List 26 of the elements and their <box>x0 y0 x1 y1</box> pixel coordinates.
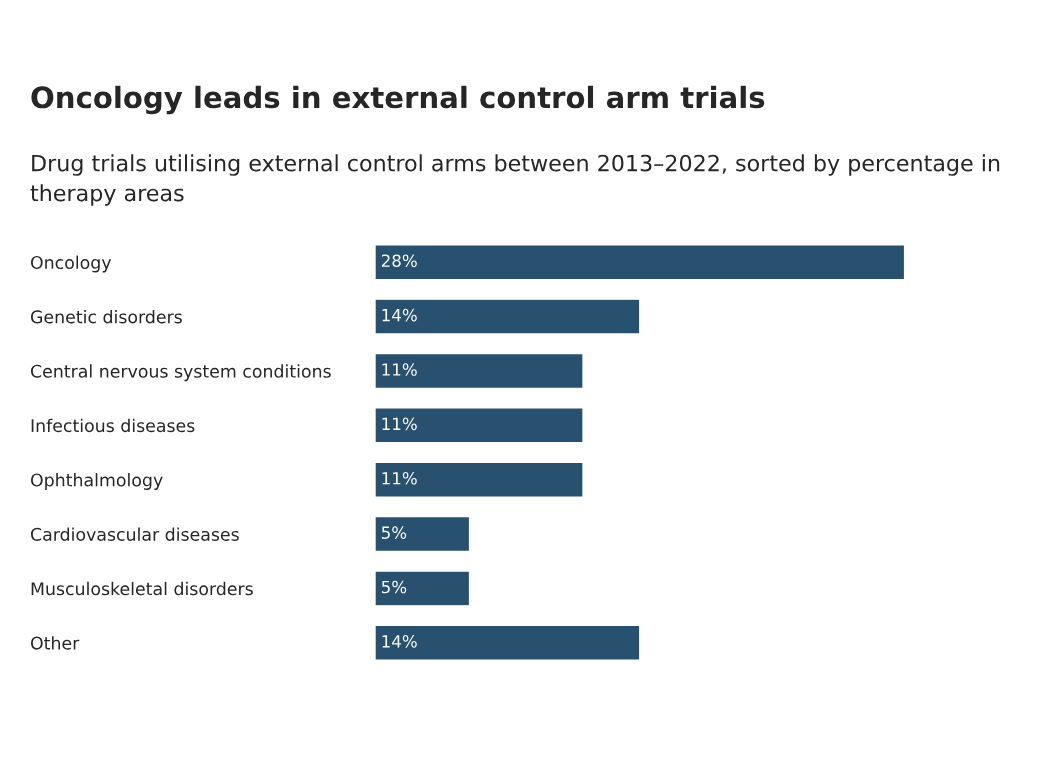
y-tick-label: Other <box>30 636 80 650</box>
y-tick-label: Central nervous system conditions <box>30 364 331 382</box>
bar <box>375 352 584 390</box>
bar <box>375 570 471 607</box>
bar <box>375 461 584 498</box>
data-label: 11% <box>382 363 417 376</box>
data-label: 14% <box>382 635 417 648</box>
data-label: 5% <box>381 580 407 594</box>
y-tick-label: Infectious diseases <box>31 418 195 433</box>
data-label: 5% <box>381 526 407 539</box>
bar <box>375 244 906 281</box>
chart-subtitle: Drug trials utilising external control arms between 2013–2022, sorted by percentage in therapy areas <box>30 154 1000 206</box>
bar <box>375 624 641 661</box>
data-label: 11% <box>382 417 417 431</box>
data-label: 28% <box>381 254 417 268</box>
bar <box>375 515 471 553</box>
chart-title: Oncology leads in external control arm trials <box>31 85 765 115</box>
data-label: 11% <box>382 471 417 485</box>
bar <box>375 407 584 444</box>
y-tick-label: Musculoskeletal disorders <box>31 581 253 596</box>
y-tick-label: Ophthalmology <box>30 473 163 490</box>
data-label: 14% <box>382 308 417 322</box>
y-tick-label: Genetic disorders <box>30 309 182 324</box>
y-tick-label: Cardiovascular diseases <box>30 527 239 541</box>
bar <box>375 298 641 335</box>
y-tick-label: Oncology <box>30 255 112 273</box>
